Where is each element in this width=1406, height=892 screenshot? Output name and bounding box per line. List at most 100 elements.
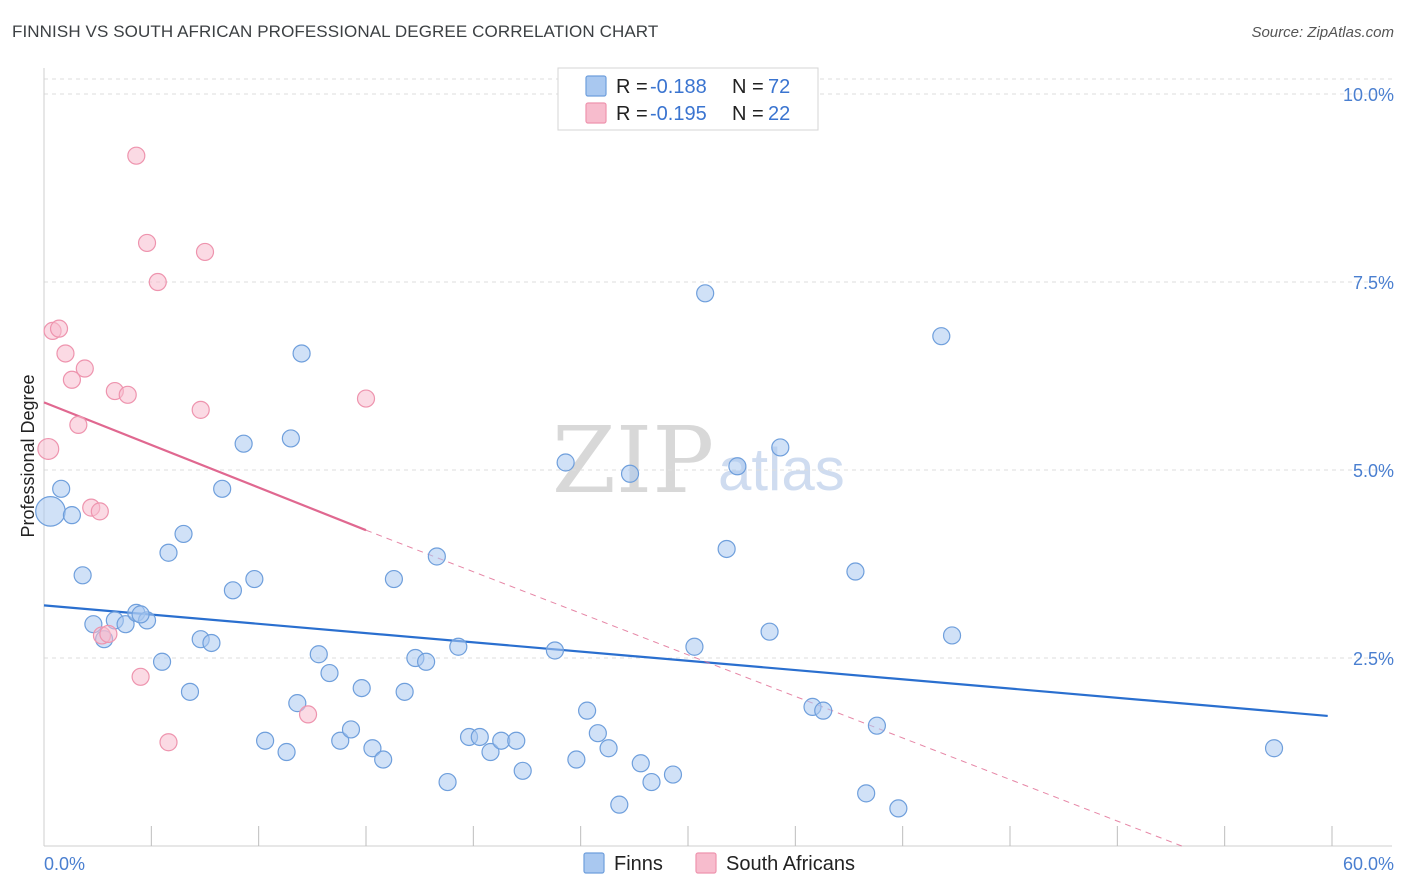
finns-point xyxy=(556,453,575,472)
data-points xyxy=(35,146,1284,818)
finns-point xyxy=(363,739,382,758)
south-africans-point xyxy=(37,437,60,460)
finns-point xyxy=(663,765,683,784)
legend-r-label: R = xyxy=(616,103,648,125)
bottom-legend-label-finns: Finns xyxy=(614,853,663,875)
south-africans-point xyxy=(75,359,94,378)
finns-point xyxy=(1264,739,1284,758)
finns-point xyxy=(52,479,71,498)
finns-point xyxy=(728,457,747,476)
finns-point xyxy=(857,784,876,803)
legend-n-label: N = xyxy=(732,76,764,98)
finns-point xyxy=(159,543,178,562)
south-africans-point xyxy=(62,370,82,389)
x-tick-label: 60.0% xyxy=(1343,854,1394,874)
finns-point xyxy=(223,581,243,600)
legend-n-label: N = xyxy=(732,103,764,125)
finns-point xyxy=(320,663,339,683)
bottom-legend-swatch-finns xyxy=(583,852,605,874)
finns-point xyxy=(116,615,135,634)
finns-point xyxy=(35,496,66,527)
bottom-legend-swatch-south-africans xyxy=(695,852,717,874)
finns-point xyxy=(610,795,629,814)
finns-point xyxy=(417,652,436,671)
legend-swatch-south-africans xyxy=(585,102,607,124)
finns-point xyxy=(277,742,296,762)
finns-point xyxy=(449,637,468,656)
trend-lines xyxy=(43,401,1328,847)
south-africans-point xyxy=(90,502,109,521)
finns-point xyxy=(513,761,532,780)
watermark: ZIP atlas xyxy=(552,407,845,514)
south-africans-point xyxy=(69,415,88,435)
legend-n-value: 72 xyxy=(768,76,790,98)
finns-point xyxy=(213,479,232,498)
chart-source: Source: ZipAtlas.com xyxy=(1251,24,1394,41)
south-africans-trend-line xyxy=(43,401,367,532)
finns-point xyxy=(481,742,500,762)
finns-point xyxy=(642,772,661,792)
finns-point xyxy=(62,506,82,525)
south-africans-point xyxy=(191,400,210,419)
finns-point xyxy=(352,678,371,698)
finns-point xyxy=(427,547,446,566)
finns-point xyxy=(292,344,311,363)
finns-point xyxy=(245,569,264,589)
finns-point xyxy=(889,799,908,818)
finns-point xyxy=(846,562,865,581)
finns-point xyxy=(470,727,489,747)
y-tick-label: 10.0% xyxy=(1343,85,1394,105)
south-africans-point xyxy=(127,146,146,165)
finns-point xyxy=(152,652,172,671)
finns-point xyxy=(180,682,200,701)
y-tick-label: 7.5% xyxy=(1353,273,1394,293)
finns-point xyxy=(942,626,962,645)
chart-title: FINNISH VS SOUTH AFRICAN PROFESSIONAL DE… xyxy=(12,22,659,41)
finns-point xyxy=(73,566,92,585)
finns-point xyxy=(814,701,833,720)
legend-r-label: R = xyxy=(616,76,648,98)
finns-point xyxy=(631,754,650,773)
finns-point xyxy=(174,524,193,544)
bottom-legend-label-south-africans: South Africans xyxy=(726,853,855,875)
x-tick-label: 0.0% xyxy=(44,854,85,874)
finns-point xyxy=(932,327,951,346)
y-tick-label: 2.5% xyxy=(1353,649,1394,669)
finns-point xyxy=(545,641,565,660)
south-africans-point xyxy=(137,233,157,253)
finns-point xyxy=(331,731,350,750)
legend-r-value: -0.195 xyxy=(650,103,707,125)
finns-point xyxy=(281,429,300,448)
legend-swatch-finns xyxy=(585,75,607,97)
legend: R = -0.188 N = 72 R = -0.195 N = 22 xyxy=(557,67,819,131)
y-tick-label: 5.0% xyxy=(1353,461,1394,481)
finns-trend-line xyxy=(43,604,1328,718)
south-africans-trend-extension xyxy=(365,529,1182,847)
legend-n-value: 22 xyxy=(768,103,790,125)
finns-point xyxy=(771,438,790,457)
finns-point xyxy=(507,731,526,750)
finns-point xyxy=(256,731,275,750)
finns-point xyxy=(384,569,404,589)
south-africans-point xyxy=(131,667,150,686)
south-africans-point xyxy=(49,319,69,338)
south-africans-point xyxy=(99,624,118,644)
finns-point xyxy=(578,701,597,720)
finns-point xyxy=(438,772,457,792)
y-axis-title: Professional Degree xyxy=(18,374,38,537)
south-africans-point xyxy=(298,705,318,724)
south-africans-point xyxy=(56,344,75,363)
bottom-legend: Finns South Africans xyxy=(583,852,855,875)
south-africans-point xyxy=(356,389,376,408)
watermark-zip: ZIP xyxy=(552,407,714,514)
finns-point xyxy=(588,724,607,743)
finns-point xyxy=(234,434,253,453)
finns-point xyxy=(341,720,361,739)
finns-point xyxy=(202,633,221,653)
finns-point xyxy=(131,605,150,624)
finns-point xyxy=(717,539,736,559)
finns-point xyxy=(760,622,779,641)
finns-point xyxy=(867,716,887,735)
finns-point xyxy=(567,750,586,769)
